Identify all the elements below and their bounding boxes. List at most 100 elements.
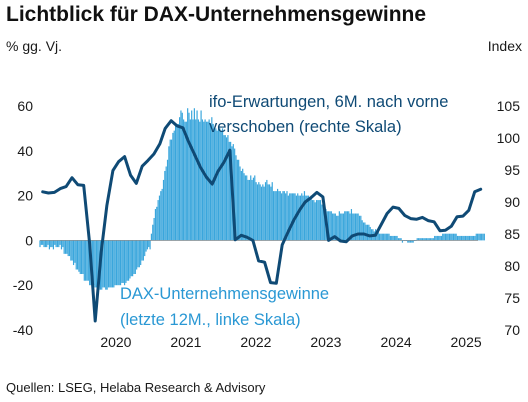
annotations: ifo-Erwartungen, 6M. nach vorne verschobe…: [120, 93, 448, 329]
profit-bar: [221, 128, 224, 241]
profit-bar: [66, 240, 68, 254]
right-tick-label: 100: [497, 130, 521, 146]
profit-bar: [442, 233, 444, 241]
right-tick-label: 85: [504, 226, 520, 242]
profit-bar: [78, 240, 80, 272]
profit-bar: [187, 108, 189, 241]
profit-bar: [395, 235, 397, 241]
profit-bar: [140, 240, 142, 266]
profit-bar: [389, 235, 391, 241]
profit-bar: [360, 215, 362, 241]
profit-bar: [51, 240, 53, 248]
profit-bar: [317, 200, 319, 241]
profit-bar: [201, 119, 204, 241]
profit-bar: [438, 235, 440, 241]
profit-bar: [97, 240, 99, 288]
right-axis-ticks: 105 100 95 90 85 80 75 70: [497, 98, 521, 338]
profit-bar: [125, 240, 127, 283]
profit-bar: [299, 195, 302, 241]
profit-bar: [63, 240, 65, 254]
profit-bar: [369, 226, 371, 241]
profit-bar: [230, 141, 232, 241]
profit-bar: [479, 233, 481, 241]
profit-bar: [121, 240, 123, 283]
profit-bar: [234, 148, 236, 241]
profit-bar: [67, 240, 69, 257]
profit-bar: [477, 233, 479, 241]
profit-bar: [95, 240, 97, 288]
profit-bar: [132, 240, 134, 277]
profit-bar: [366, 224, 369, 241]
profit-bar: [475, 233, 477, 241]
profit-bar: [397, 238, 400, 241]
profit-bar: [278, 191, 280, 241]
profit-bar: [310, 195, 312, 241]
profit-bar: [246, 175, 248, 241]
right-tick-label: 80: [504, 258, 520, 274]
profit-bar: [161, 188, 163, 241]
profit-bar: [173, 130, 175, 241]
left-axis-unit: % gg. Vj.: [6, 38, 63, 54]
profit-bar: [211, 117, 213, 241]
profit-bar: [448, 233, 451, 241]
profit-bar: [184, 121, 186, 241]
profit-bar: [168, 146, 170, 241]
dax-annotation-line-1: DAX-Unternehmensgewinne: [120, 285, 329, 303]
profit-bar: [303, 191, 306, 241]
profit-bar: [463, 235, 465, 241]
profit-bar: [109, 240, 111, 288]
profit-bar: [129, 240, 131, 279]
right-tick-label: 95: [504, 162, 520, 178]
profit-bar: [82, 240, 84, 274]
profit-bar: [446, 233, 448, 241]
profit-bar: [185, 121, 187, 241]
profit-bar: [338, 211, 340, 241]
profit-bar: [75, 240, 77, 270]
profit-bar: [297, 193, 299, 241]
profit-bar: [282, 191, 284, 241]
profit-bar: [260, 186, 263, 241]
profit-bar: [68, 240, 71, 257]
profit-bar: [420, 238, 422, 241]
profit-bar: [470, 235, 472, 241]
profit-bar: [242, 168, 244, 241]
profit-bar: [247, 179, 249, 241]
profit-bar: [384, 233, 386, 241]
profit-bar: [107, 240, 110, 288]
profit-bar: [459, 235, 461, 241]
profit-bar: [361, 220, 363, 241]
profit-bar: [40, 240, 42, 245]
profit-bar: [196, 110, 198, 241]
profit-bar: [55, 240, 57, 248]
profit-bar: [333, 213, 335, 241]
left-tick-label: -40: [13, 322, 33, 338]
profit-bar: [179, 117, 181, 241]
profit-bar: [319, 200, 322, 241]
profit-bar: [411, 240, 413, 243]
profit-bar: [412, 240, 414, 243]
profit-bar: [150, 233, 153, 241]
profit-bar: [146, 240, 148, 250]
profit-bar: [199, 121, 201, 241]
profit-bar: [458, 235, 460, 241]
profit-bar: [388, 233, 390, 241]
profit-bar: [111, 240, 114, 288]
profit-bar: [47, 240, 49, 245]
profit-bar: [256, 184, 259, 241]
profit-bar: [263, 186, 265, 241]
profit-bar: [279, 191, 281, 241]
profit-bar: [197, 119, 199, 241]
profit-bar: [183, 119, 185, 241]
profit-bar: [434, 235, 436, 241]
profit-bar: [377, 231, 379, 241]
profit-bar: [364, 222, 366, 241]
x-tick-label: 2020: [100, 334, 131, 350]
profit-bar: [353, 213, 355, 241]
profit-bar: [391, 235, 393, 241]
profit-bar: [451, 233, 453, 241]
profit-bar: [345, 211, 347, 241]
profit-bar: [427, 238, 429, 241]
profit-bar: [365, 224, 367, 241]
profit-bar: [346, 211, 349, 241]
right-tick-label: 105: [497, 98, 521, 114]
